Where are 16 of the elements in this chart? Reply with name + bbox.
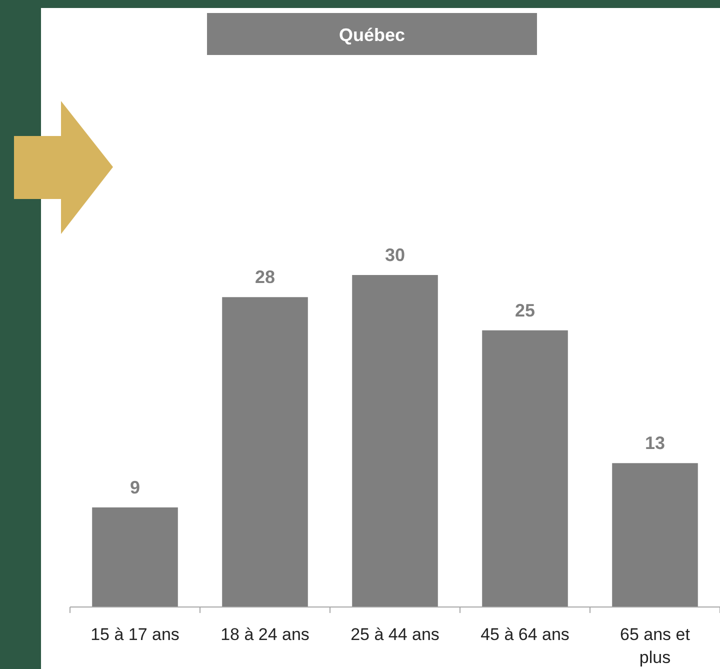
bar	[482, 330, 568, 607]
bar	[92, 507, 178, 607]
x-tick-label: 18 à 24 ans	[220, 625, 310, 644]
bar	[612, 463, 698, 607]
chart-title: Québec	[338, 25, 406, 45]
x-tick-label: 25 à 44 ans	[350, 625, 440, 644]
x-tick-label: 65 ans et plus	[620, 625, 690, 667]
data-label: 30	[384, 245, 406, 265]
bar	[222, 297, 308, 607]
data-label: 28	[254, 267, 276, 288]
data-label: 13	[644, 433, 666, 454]
x-tick-label: 15 à 17 ans	[90, 625, 180, 644]
data-label: 25	[514, 300, 536, 320]
data-label: 9	[130, 477, 140, 498]
bar	[352, 275, 438, 607]
x-tick-label: 45 à 64 ans	[480, 625, 570, 644]
